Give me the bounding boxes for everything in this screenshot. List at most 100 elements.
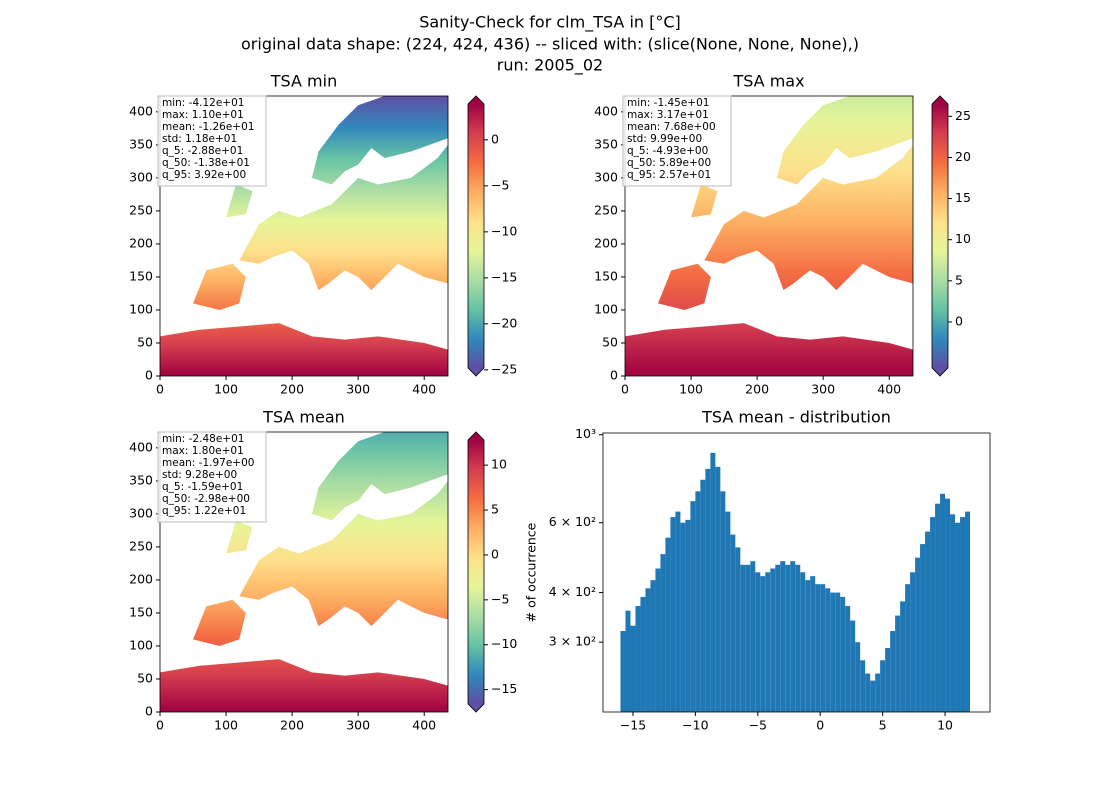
bar: [800, 572, 806, 712]
y-tick-label: 50: [602, 334, 618, 349]
stats-line: mean: 7.68e+00: [627, 121, 716, 133]
axes-title: TSA mean - distribution: [701, 408, 891, 427]
colorbar-extend: [468, 96, 484, 104]
bar: [650, 580, 656, 712]
colorbar-extend: [468, 704, 484, 712]
colorbar-extend: [932, 368, 948, 376]
bar: [815, 584, 821, 712]
map-image: [311, 96, 448, 185]
stats-line: q_5: -4.93e+00: [627, 145, 708, 157]
colorbar-tick-label: −15: [491, 269, 517, 284]
x-tick-label: 200: [280, 382, 304, 397]
y-tick-label: 350: [129, 136, 153, 151]
bar: [860, 660, 866, 712]
colorbar-tick-label: 15: [955, 190, 971, 205]
x-tick-label: 400: [877, 382, 901, 397]
stats-line: q_5: -1.59e+01: [162, 481, 243, 493]
y-tick-label: 400: [594, 103, 618, 118]
colorbar-extend: [932, 96, 948, 104]
map-image: [767, 247, 794, 284]
x-tick-label: 400: [412, 382, 436, 397]
bar: [620, 631, 626, 712]
x-tick-label: 200: [280, 718, 304, 733]
bar: [885, 647, 891, 712]
stats-line: min: -4.12e+01: [162, 97, 244, 109]
bar: [665, 537, 671, 712]
bar: [825, 588, 831, 712]
colorbar-tick-label: 10: [955, 231, 971, 246]
y-tick-label: 350: [594, 136, 618, 151]
bar: [735, 547, 741, 712]
colorbar: [932, 104, 948, 368]
y-tick-label: 50: [137, 334, 153, 349]
x-tick-label: 0: [156, 718, 164, 733]
bar: [730, 534, 736, 712]
y-tick-label: 400: [129, 439, 153, 454]
y-tick-label: 200: [129, 571, 153, 586]
bar: [725, 511, 731, 712]
map-image: [239, 480, 448, 627]
bar: [690, 501, 696, 712]
bar: [770, 568, 776, 712]
bar: [965, 511, 971, 712]
axes-frame: [159, 95, 449, 377]
y-tick-label: 300: [594, 169, 618, 184]
colorbar-tick-label: 10: [491, 457, 507, 472]
bar: [895, 615, 901, 712]
x-tick-label: 300: [811, 382, 835, 397]
bar: [930, 517, 936, 712]
bar: [805, 580, 811, 712]
bar: [630, 625, 636, 712]
bar: [910, 572, 916, 712]
y-tick-label: 200: [129, 235, 153, 250]
x-tick-label: 100: [214, 382, 238, 397]
bar: [660, 554, 666, 712]
x-tick-label: −15: [620, 718, 646, 733]
bar: [960, 517, 966, 712]
y-tick-label: 50: [137, 670, 153, 685]
y-tick-label: 250: [594, 202, 618, 217]
y-tick-label: 0: [610, 368, 618, 383]
y-tick-label: 3 × 10²: [549, 634, 596, 649]
axes-title: TSA mean: [262, 408, 345, 427]
stats-line: q_95: 3.92e+00: [162, 169, 246, 181]
colorbar-tick-label: −10: [491, 636, 517, 651]
colorbar-tick-label: 20: [955, 149, 971, 164]
map-image: [302, 247, 329, 284]
bar: [685, 519, 691, 712]
map-image: [160, 659, 448, 712]
bar: [810, 576, 816, 712]
bar: [850, 620, 856, 712]
stats-line: q_95: 1.22e+01: [162, 505, 246, 517]
stats-line: mean: -1.97e+00: [162, 457, 254, 469]
bar: [955, 522, 961, 712]
map-image: [776, 96, 913, 185]
stats-line: max: 3.17e+01: [627, 109, 709, 121]
bar: [880, 660, 886, 712]
bar: [750, 561, 756, 712]
bar: [845, 606, 851, 712]
y-tick-label: 250: [129, 202, 153, 217]
bar: [640, 596, 646, 712]
x-tick-label: 100: [679, 382, 703, 397]
stats-box: [622, 95, 732, 187]
stats-line: max: 1.10e+01: [162, 109, 244, 121]
stats-box: [157, 95, 267, 187]
bar: [635, 606, 641, 712]
bar: [680, 522, 686, 712]
stats-line: max: 1.80e+01: [162, 445, 244, 457]
bar: [820, 584, 826, 712]
bar: [745, 564, 751, 712]
colorbar-tick-label: −20: [491, 315, 517, 330]
map-image: [226, 184, 253, 218]
x-tick-label: 300: [346, 718, 370, 733]
stats-box: [157, 431, 267, 523]
bar: [905, 584, 911, 712]
bar: [645, 588, 651, 712]
bar: [945, 498, 951, 712]
y-tick-label: 300: [129, 505, 153, 520]
colorbar-tick-label: 0: [491, 546, 499, 561]
bar: [625, 610, 631, 712]
colorbar-tick-label: −10: [491, 223, 517, 238]
stats-line: q_50: -2.98e+00: [162, 493, 250, 505]
